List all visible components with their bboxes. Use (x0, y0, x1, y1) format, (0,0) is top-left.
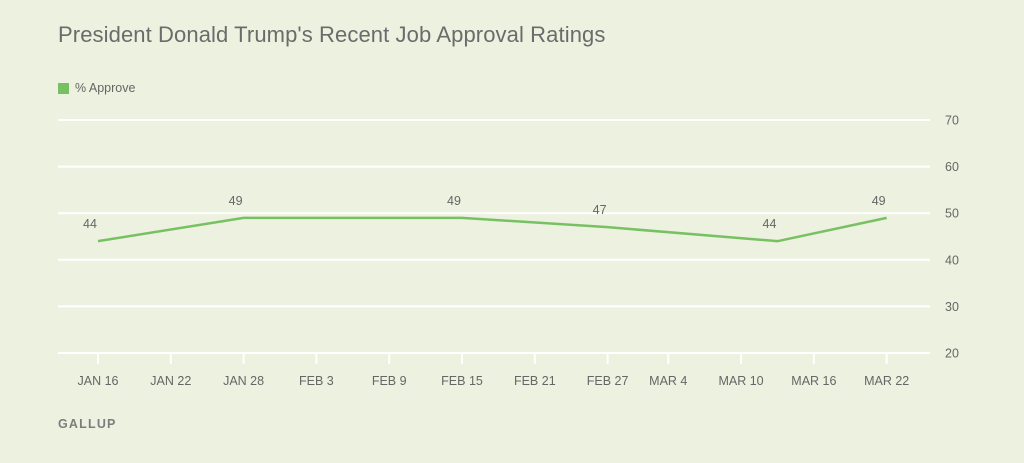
x-tick-label: MAR 10 (718, 374, 763, 388)
y-tick-label: 40 (945, 253, 959, 267)
data-label: 44 (83, 217, 97, 231)
x-tick-label: FEB 9 (372, 374, 407, 388)
x-tick-label: FEB 3 (299, 374, 334, 388)
legend: % Approve (58, 81, 135, 95)
source-credit: GALLUP (58, 417, 117, 431)
legend-label: % Approve (75, 81, 136, 95)
legend-swatch (58, 82, 69, 94)
data-labels: 44 49 49 47 44 49 (83, 194, 886, 231)
x-axis: JAN 16 JAN 22 JAN 28 FEB 3 FEB 9 FEB 15 FEB 21… (78, 353, 909, 388)
y-tick-label: 50 (945, 207, 959, 221)
data-label: 49 (872, 194, 886, 208)
series-approve (97, 216, 887, 243)
data-label: 49 (229, 194, 243, 208)
data-label: 47 (593, 203, 607, 217)
x-tick-label: FEB 15 (441, 374, 483, 388)
x-tick-label: FEB 21 (514, 374, 556, 388)
x-tick-label: JAN 16 (78, 374, 119, 388)
x-tick-label: FEB 27 (587, 374, 629, 388)
x-tick-label: MAR 4 (649, 374, 687, 388)
grid-lines (58, 119, 930, 354)
series-line (97, 216, 887, 243)
x-tick-label: MAR 22 (864, 374, 909, 388)
y-tick-label: 30 (945, 300, 959, 314)
y-axis: 20 30 40 50 60 70 (945, 114, 959, 361)
y-tick-label: 70 (945, 114, 959, 128)
x-tick-label: MAR 16 (791, 374, 836, 388)
x-tick-label: JAN 28 (223, 374, 264, 388)
y-tick-label: 60 (945, 160, 959, 174)
x-tick-label: JAN 22 (150, 374, 191, 388)
data-label: 49 (447, 194, 461, 208)
data-label: 44 (763, 217, 777, 231)
y-tick-label: 20 (945, 347, 959, 361)
chart-title: President Donald Trump's Recent Job Appr… (58, 22, 606, 47)
